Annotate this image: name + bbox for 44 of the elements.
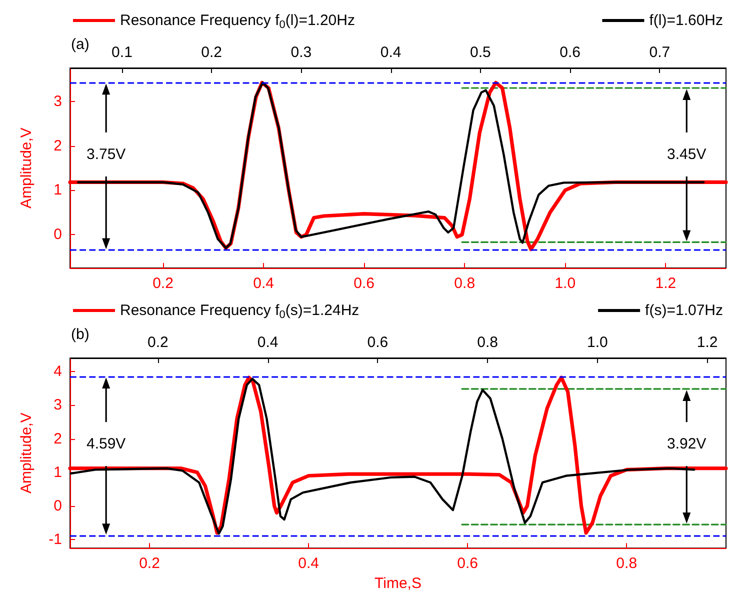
legend-label: f(l)=1.60Hz bbox=[649, 12, 724, 29]
y-tick-label: 3 bbox=[54, 396, 62, 414]
x-tick-label: 0.4 bbox=[298, 555, 319, 572]
x2-tick-label: 1.2 bbox=[696, 334, 718, 351]
x2-tick-label: 0.4 bbox=[380, 44, 402, 61]
x-tick-label: 0.6 bbox=[457, 555, 478, 572]
x-tick-label: 0.8 bbox=[454, 275, 476, 292]
x-tick-label: 1.0 bbox=[554, 275, 576, 292]
x2-tick-label: 0.6 bbox=[367, 334, 388, 351]
chart-title: (a) bbox=[71, 36, 90, 53]
x-tick-label: 0.6 bbox=[354, 275, 374, 292]
annotation: 3.75V bbox=[86, 146, 126, 163]
y-axis-title: Amplitude,V bbox=[18, 412, 35, 494]
x2-tick-label: 0.3 bbox=[290, 44, 312, 61]
y-tick-label: 3 bbox=[54, 92, 62, 110]
y-tick-label: 1 bbox=[54, 182, 62, 199]
x-tick-label: 0.2 bbox=[152, 275, 174, 292]
y-tick-label: 4 bbox=[54, 362, 62, 380]
x2-tick-label: 0.2 bbox=[147, 334, 168, 351]
y-tick-label: 1 bbox=[54, 464, 62, 481]
x2-tick-label: 0.7 bbox=[649, 44, 670, 61]
legend-label: f(s)=1.07Hz bbox=[645, 302, 724, 319]
y-tick-label: 2 bbox=[54, 137, 62, 154]
x2-tick-label: 0.1 bbox=[112, 44, 132, 61]
x-tick-label: 0.2 bbox=[139, 555, 160, 572]
annotation: 3.45V bbox=[667, 146, 706, 163]
y-tick-label: 2 bbox=[54, 430, 62, 448]
y-tick-label: 0 bbox=[54, 226, 62, 244]
annotation: 4.59V bbox=[86, 436, 126, 453]
x2-tick-label: 0.6 bbox=[560, 44, 580, 61]
x2-tick-label: 0.8 bbox=[477, 334, 498, 351]
x2-tick-label: 0.2 bbox=[201, 44, 222, 61]
x-tick-label: 0.4 bbox=[253, 275, 274, 292]
x-axis-title: Time,S bbox=[374, 575, 422, 592]
x-tick-label: 1.2 bbox=[655, 275, 676, 292]
chart-title: (b) bbox=[71, 326, 90, 343]
x2-tick-label: 0.4 bbox=[257, 334, 278, 351]
y-axis-title: Amplitude,V bbox=[18, 128, 35, 208]
x-tick-label: 0.8 bbox=[616, 555, 638, 572]
annotation: 3.92V bbox=[667, 436, 706, 453]
y-tick-label: 0 bbox=[54, 498, 62, 515]
x2-tick-label: 1.0 bbox=[587, 334, 608, 351]
y-tick-label: -1 bbox=[48, 531, 62, 548]
x2-tick-label: 0.5 bbox=[470, 44, 491, 61]
